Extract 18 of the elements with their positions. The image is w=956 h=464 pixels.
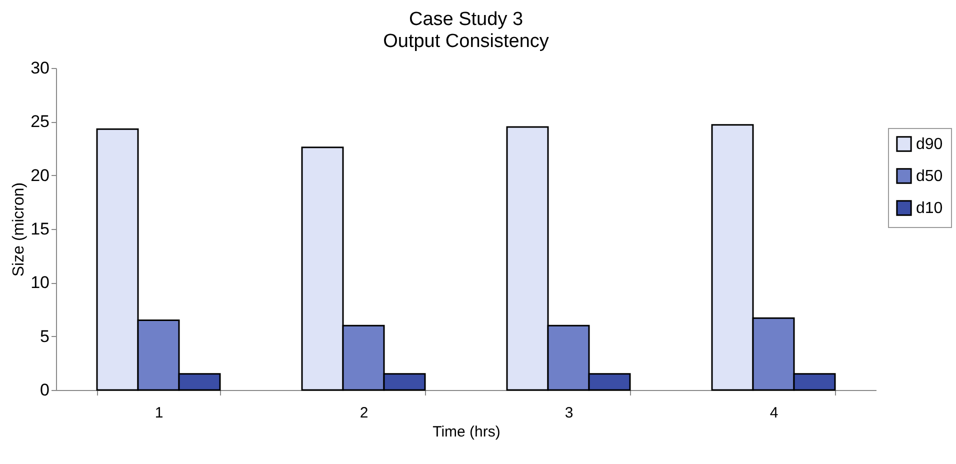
y-tick-label: 25 <box>30 112 50 132</box>
x-tick-label: 1 <box>154 404 164 422</box>
chart-subtitle: Output Consistency <box>383 31 550 52</box>
x-axis-title: Time (hrs) <box>432 424 500 440</box>
x-tick-label: 3 <box>564 404 574 422</box>
y-tick-label: 0 <box>40 380 50 400</box>
chart-title: Case Study 3 <box>408 9 524 30</box>
legend-label: d50 <box>916 168 943 185</box>
legend-label: d10 <box>916 200 943 217</box>
y-tick-label: 30 <box>30 58 50 78</box>
legend-label: d90 <box>916 136 943 153</box>
y-tick-label: 10 <box>30 273 50 292</box>
y-tick-label: 5 <box>40 326 50 346</box>
y-axis-title: Size (micron) <box>10 182 28 277</box>
x-tick-label: 4 <box>770 404 778 422</box>
y-tick-label: 20 <box>30 166 50 185</box>
y-tick-label: 15 <box>30 220 50 238</box>
x-tick-label: 2 <box>360 404 368 422</box>
